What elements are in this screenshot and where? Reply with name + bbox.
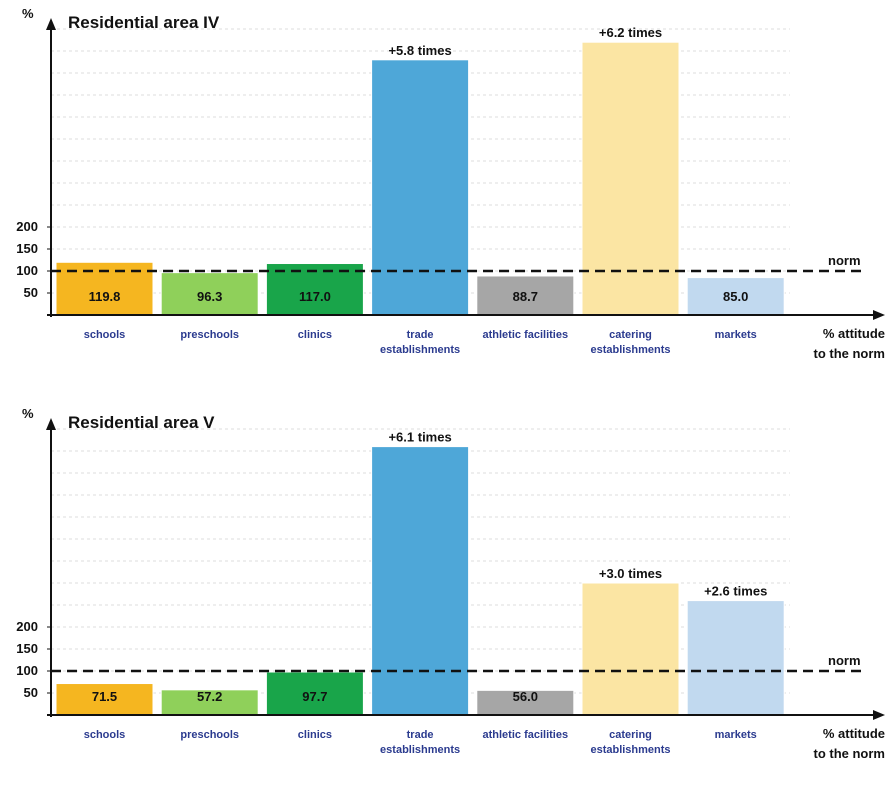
y-tick-label: 100 [16,663,38,678]
category-label: establishments [590,344,670,356]
bar [55,683,154,716]
y-axis-unit: % [22,6,34,21]
x-axis-label: to the norm [814,346,886,361]
category-label: schools [84,329,126,341]
bar [686,600,785,716]
category-label: establishments [590,744,670,756]
bar-value-label: 119.8 [89,289,121,304]
bar-value-label: 96.3 [197,289,222,304]
category-label: schools [84,729,126,741]
bar [581,41,680,316]
bar-annotation-label: +5.8 times [388,43,451,58]
bar [476,275,575,316]
y-tick-label: 50 [24,285,38,300]
y-axis-unit: % [22,406,34,421]
bar-value-label: 56.0 [513,689,538,704]
bar [265,671,364,716]
bar-value-label: 88.7 [513,289,538,304]
bar [371,59,470,316]
x-axis-label: % attitude [823,726,885,741]
bar [160,689,259,716]
norm-label: norm [828,653,861,668]
category-label: establishments [380,744,460,756]
bar-value-label: 71.5 [92,689,117,704]
category-label: preschools [180,729,239,741]
bar [160,272,259,316]
category-label: markets [715,729,757,741]
y-tick-label: 200 [16,219,38,234]
chart-panel-area-iv: 119.8 schools 96.3 preschools 117.0 clinics +5… [0,0,891,382]
bar [371,446,470,716]
y-tick-label: 150 [16,241,38,256]
chart-title: Residential area V [68,413,215,432]
category-label: markets [715,329,757,341]
bar-annotation-label: +6.1 times [388,430,451,445]
chart-title: Residential area IV [68,13,220,32]
y-axis-arrow [46,18,56,30]
y-tick-label: 50 [24,685,38,700]
bar [581,582,680,716]
x-axis-label: % attitude [823,326,885,341]
x-axis-arrow [873,710,885,720]
category-label: catering [609,329,652,341]
bar-value-label: 57.2 [197,689,222,704]
x-axis-label: to the norm [814,746,886,761]
category-label: athletic facilities [483,329,569,341]
category-label: athletic facilities [483,729,569,741]
bar-value-label: 117.0 [299,289,331,304]
bar-value-label: 97.7 [302,689,327,704]
y-tick-label: 150 [16,641,38,656]
chart-area-v: 71.5 schools 57.2 preschools 97.7 clinics +6.1… [16,406,886,761]
category-label: clinics [298,729,332,741]
bar-annotation-label: +3.0 times [599,566,662,581]
bar-annotation-label: +6.2 times [599,25,662,40]
y-axis-arrow [46,418,56,430]
category-label: preschools [180,329,239,341]
category-label: trade [407,329,434,341]
y-tick-label: 200 [16,619,38,634]
chart-area-iv: 119.8 schools 96.3 preschools 117.0 clinics +5… [16,6,886,361]
bar-value-label: 85.0 [723,289,748,304]
category-label: clinics [298,329,332,341]
category-label: catering [609,729,652,741]
x-axis-arrow [873,310,885,320]
category-label: establishments [380,344,460,356]
y-tick-label: 100 [16,263,38,278]
norm-label: norm [828,253,861,268]
category-label: trade [407,729,434,741]
bar-annotation-label: +2.6 times [704,584,767,599]
chart-panel-area-v: 71.5 schools 57.2 preschools 97.7 clinics +6.1… [0,400,891,782]
